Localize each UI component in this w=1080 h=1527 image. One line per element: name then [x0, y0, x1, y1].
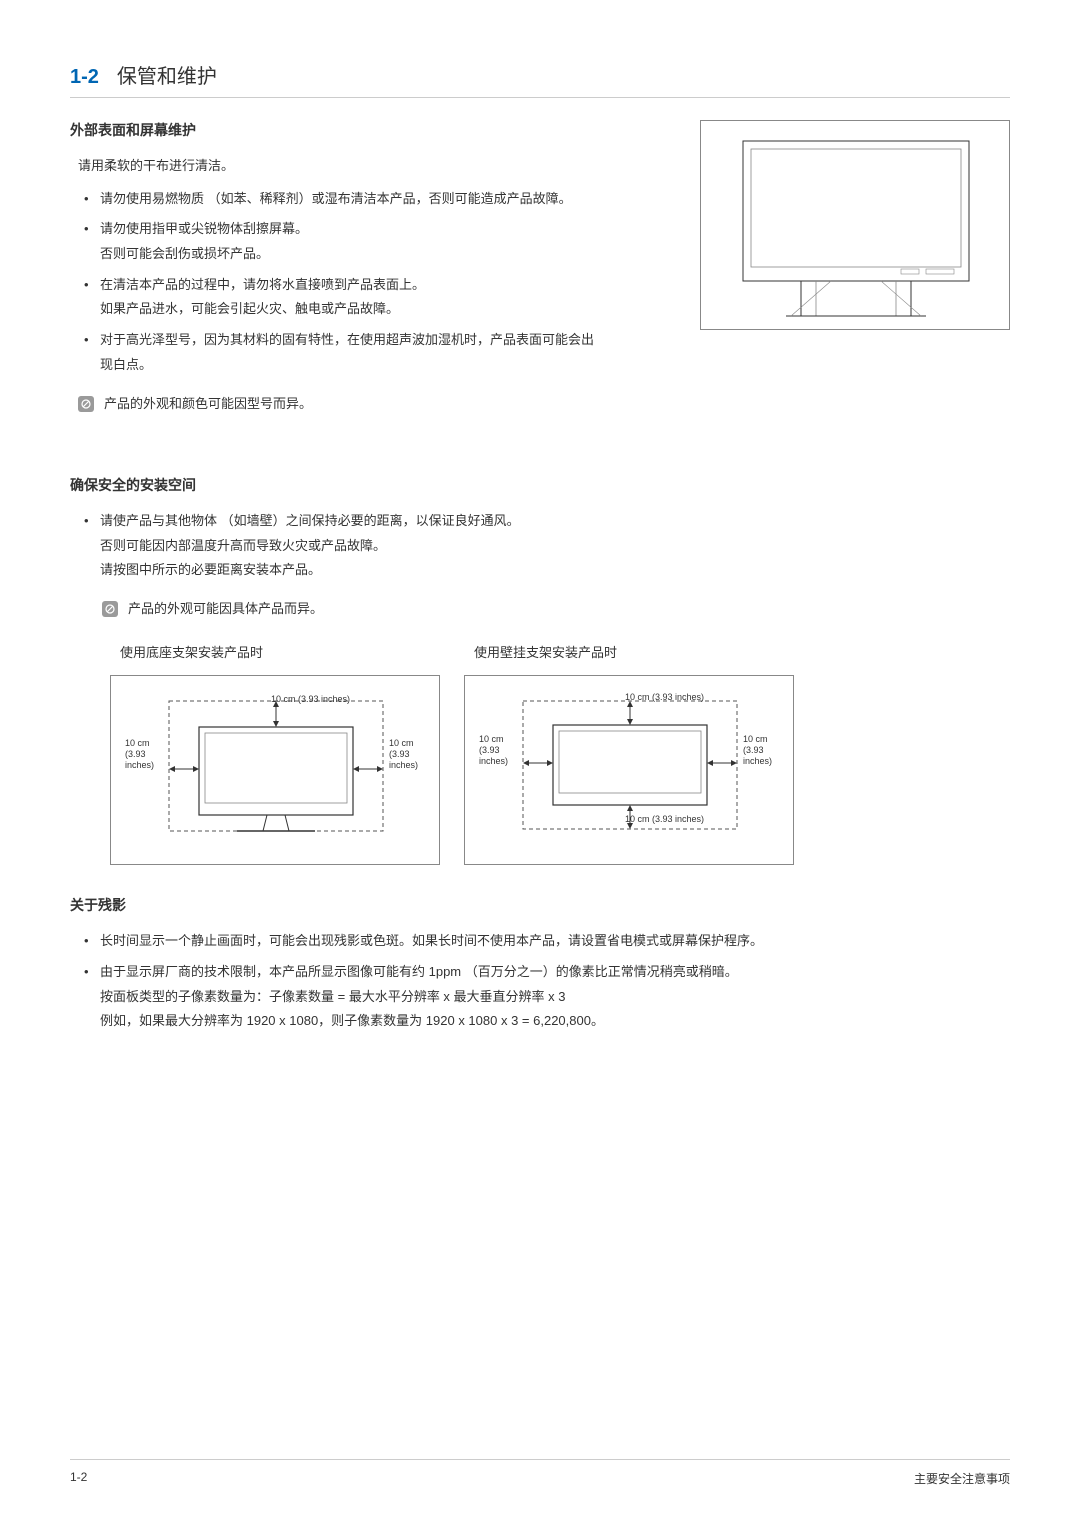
note-row: 产品的外观可能因具体产品而异。 [102, 597, 1010, 620]
diagram-box: 10 cm (3.93 inches) 10 cm (3.93 inches) … [464, 675, 794, 865]
bullet-list: 请勿使用易燃物质 （如苯、稀释剂）或湿布清洁本产品，否则可能造成产品故障。 请勿… [78, 187, 600, 378]
diagram-stand-mount: 使用底座支架安装产品时 [110, 642, 440, 865]
list-item: 请勿使用指甲或尖锐物体刮擦屏幕。 否则可能会刮伤或损坏产品。 [78, 217, 600, 266]
list-item: 对于高光泽型号，因为其材料的固有特性，在使用超声波加湿机时，产品表面可能会出现白… [78, 328, 600, 377]
subsection-title: 确保安全的安装空间 [70, 475, 1010, 495]
section-title: 保管和维护 [117, 60, 217, 89]
section-image-retention: 关于残影 长时间显示一个静止画面时，可能会出现残影或色斑。如果长时间不使用本产品… [70, 895, 1010, 1034]
subsection-title: 关于残影 [70, 895, 1010, 915]
list-item: 请使产品与其他物体 （如墙壁）之间保持必要的距离，以保证良好通风。 否则可能因内… [78, 509, 1010, 583]
diagram-caption: 使用底座支架安装产品时 [110, 642, 440, 661]
clearance-label-left: 10 cm (3.93 inches) [479, 734, 508, 766]
note-row: 产品的外观和颜色可能因型号而异。 [78, 392, 600, 415]
diagram-wall-mount: 使用壁挂支架安装产品时 [464, 642, 794, 865]
section-header: 1-2 保管和维护 [70, 60, 1010, 98]
section-installation-space: 确保安全的安装空间 请使产品与其他物体 （如墙壁）之间保持必要的距离，以保证良好… [70, 475, 1010, 865]
clearance-label-bottom: 10 cm (3.93 inches) [625, 814, 704, 825]
note-text: 产品的外观可能因具体产品而异。 [128, 597, 323, 620]
footer-right: 主要安全注意事项 [914, 1470, 1010, 1487]
note-text: 产品的外观和颜色可能因型号而异。 [104, 392, 312, 415]
clearance-label-top: 10 cm (3.93 inches) [625, 692, 704, 703]
bullet-list: 长时间显示一个静止画面时，可能会出现残影或色斑。如果长时间不使用本产品，请设置省… [78, 929, 1010, 1034]
list-item: 在清洁本产品的过程中，请勿将水直接喷到产品表面上。 如果产品进水，可能会引起火灾… [78, 273, 600, 322]
section-exterior-maintenance: 外部表面和屏幕维护 请用柔软的干布进行清洁。 请勿使用易燃物质 （如苯、稀释剂）… [70, 120, 1010, 415]
list-item: 由于显示屏厂商的技术限制，本产品所显示图像可能有约 1ppm （百万分之一）的像… [78, 960, 1010, 1034]
clearance-label-left: 10 cm (3.93 inches) [125, 738, 154, 770]
intro-text: 请用柔软的干布进行清洁。 [78, 154, 600, 179]
section-number: 1-2 [70, 66, 99, 89]
monitor-illustration [700, 120, 1010, 330]
list-item: 请勿使用易燃物质 （如苯、稀释剂）或湿布清洁本产品，否则可能造成产品故障。 [78, 187, 600, 212]
clearance-label-top: 10 cm (3.93 inches) [271, 694, 350, 705]
diagrams-row: 使用底座支架安装产品时 [110, 642, 1010, 865]
diagram-box: 10 cm (3.93 inches) 10 cm (3.93 inches) … [110, 675, 440, 865]
note-icon [102, 601, 118, 617]
clearance-label-right: 10 cm (3.93 inches) [389, 738, 418, 770]
note-icon [78, 396, 94, 412]
diagram-caption: 使用壁挂支架安装产品时 [464, 642, 794, 661]
list-item: 长时间显示一个静止画面时，可能会出现残影或色斑。如果长时间不使用本产品，请设置省… [78, 929, 1010, 954]
page-footer: 1-2 主要安全注意事项 [70, 1459, 1010, 1487]
bullet-list: 请使产品与其他物体 （如墙壁）之间保持必要的距离，以保证良好通风。 否则可能因内… [78, 509, 1010, 583]
clearance-label-right: 10 cm (3.93 inches) [743, 734, 772, 766]
footer-left: 1-2 [70, 1470, 87, 1487]
